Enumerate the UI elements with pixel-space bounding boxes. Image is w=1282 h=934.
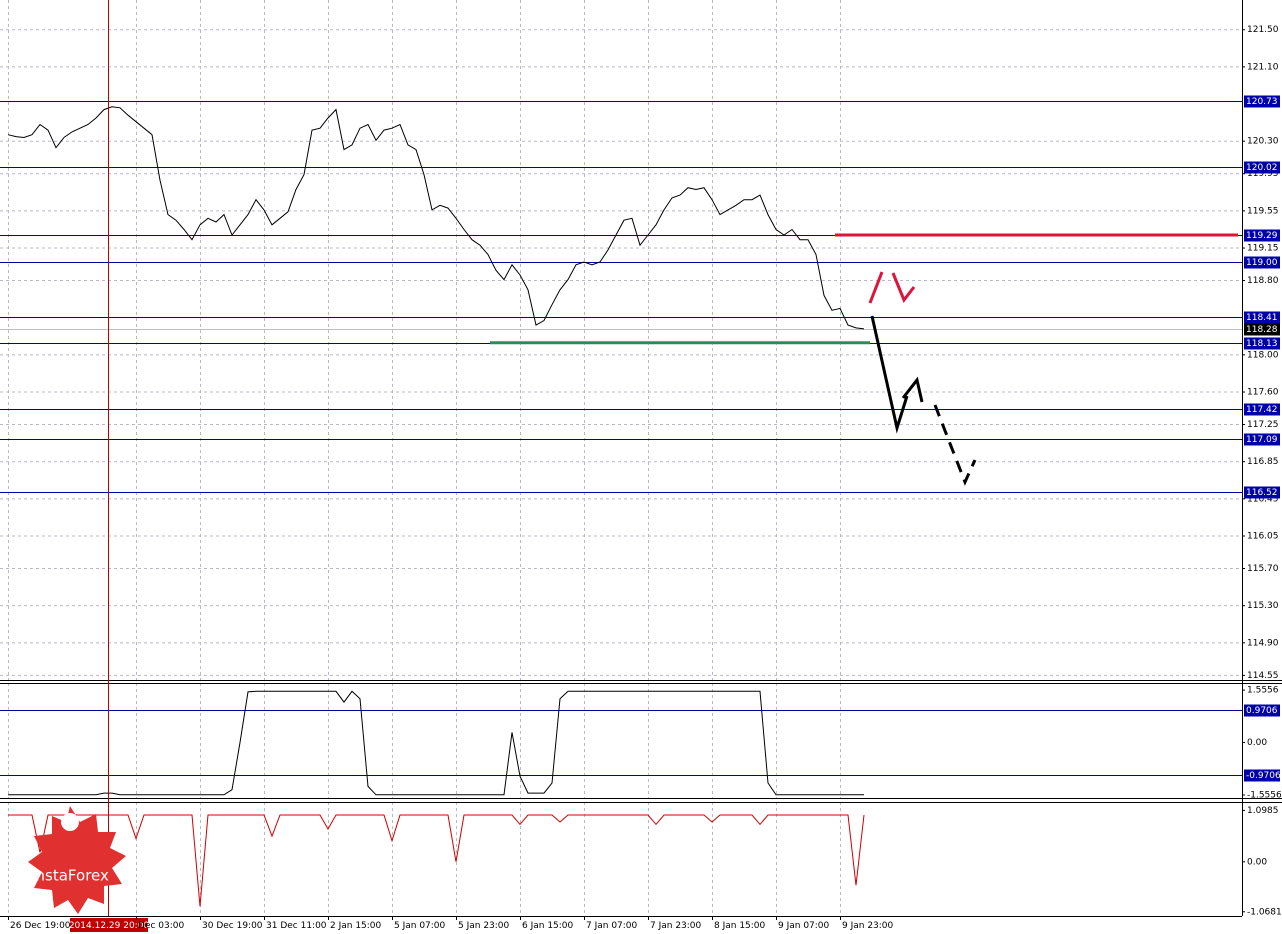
level-label-box [1244, 704, 1280, 717]
x-tick-label: Dec 03:00 [138, 921, 184, 931]
level-label: 120.73 [1246, 97, 1278, 107]
x-tick-label: 2 Jan 15:00 [330, 921, 382, 931]
logo-icon [61, 813, 79, 831]
level-label: 117.42 [1246, 405, 1278, 415]
y-tick-label: 0.00 [1247, 857, 1267, 867]
y-tick-label: 120.30 [1247, 137, 1279, 147]
arrow-red [891, 272, 916, 303]
level-label: 119.00 [1246, 258, 1278, 268]
arrow-black [870, 315, 909, 434]
y-tick-label: 116.05 [1247, 532, 1279, 542]
level-label: 118.13 [1246, 339, 1278, 349]
watermark-logo: InstaForex [28, 806, 126, 914]
logo-star [28, 806, 126, 914]
level-label: 120.02 [1246, 163, 1278, 173]
arrow-dashed [933, 404, 977, 486]
x-tick-label: 6 Jan 15:00 [522, 921, 574, 931]
level-label-box [1244, 256, 1280, 269]
y-tick-label: 117.25 [1247, 420, 1279, 430]
level-label-box [1244, 95, 1280, 108]
level-label-box [1244, 161, 1280, 174]
series-line [8, 690, 864, 796]
y-tick-label: 114.90 [1247, 638, 1279, 648]
current-price-box [1244, 323, 1280, 336]
y-tick-label: 116.45 [1247, 494, 1279, 504]
y-tick-label: 117.60 [1247, 388, 1279, 398]
level-label: 116.52 [1246, 488, 1278, 498]
y-tick-label: 121.10 [1247, 62, 1279, 72]
x-tick-label: 30 Dec 19:00 [202, 921, 263, 931]
level-label-box [1244, 403, 1280, 416]
level-label-box [1244, 769, 1280, 782]
current-price-label: 118.28 [1246, 325, 1278, 335]
level-label: 117.09 [1246, 435, 1278, 445]
x-tick-label: 5 Jan 23:00 [458, 921, 510, 931]
y-tick-label: 115.30 [1247, 601, 1279, 611]
series-line [7, 106, 865, 330]
y-tick-label: -1.5556 [1247, 790, 1282, 800]
grid-layer [0, 0, 1242, 916]
level-label-box [1244, 229, 1280, 242]
cursor-label-box [70, 918, 148, 932]
y-tick-label: 1.5556 [1247, 686, 1279, 696]
level-label-box [1244, 311, 1280, 324]
y-tick-label: 114.55 [1247, 671, 1279, 681]
marks-layer [7, 106, 1238, 907]
x-tick-label: 9 Jan 23:00 [842, 921, 894, 931]
x-tick-label: 26 Dec 19:00 [10, 921, 71, 931]
level-label-box [1244, 486, 1280, 499]
level-label: -0.9706 [1246, 771, 1281, 781]
x-tick-label: 7 Jan 07:00 [586, 921, 638, 931]
level-label: 0.9706 [1246, 706, 1278, 716]
x-tick-label: 9 Jan 07:00 [778, 921, 830, 931]
y-tick-label: 116.85 [1247, 457, 1279, 467]
series-line [8, 814, 865, 907]
y-tick-label: 115.70 [1247, 564, 1279, 574]
x-tick-label: 7 Jan 23:00 [650, 921, 702, 931]
y-tick-label: 1.0985 [1247, 806, 1279, 816]
y-tick-label: 118.80 [1247, 276, 1279, 286]
y-tick-label: 121.50 [1247, 25, 1279, 35]
level-label-box [1244, 433, 1280, 446]
y-tick-label: -1.0681 [1247, 907, 1282, 917]
arrow-black [901, 376, 924, 403]
y-tick-label: 0.00 [1247, 738, 1267, 748]
x-tick-label: 31 Dec 11:00 [266, 921, 327, 931]
level-label-box [1244, 337, 1280, 350]
y-tick-label: 119.55 [1247, 206, 1279, 216]
y-tick-label: 119.95 [1247, 169, 1279, 179]
x-tick-label: 5 Jan 07:00 [394, 921, 446, 931]
arrow-red [868, 271, 884, 304]
forecast-arrows [868, 271, 977, 486]
watermark-text: InstaForex [31, 867, 109, 885]
y-tick-label: 118.00 [1247, 350, 1279, 360]
y-tick-label: 119.15 [1247, 244, 1279, 254]
x-tick-label: 8 Jan 15:00 [714, 921, 766, 931]
level-label: 118.41 [1246, 313, 1278, 323]
cursor-label: 2014.12.29 20:00 [69, 921, 150, 931]
level-label: 119.29 [1246, 231, 1278, 241]
